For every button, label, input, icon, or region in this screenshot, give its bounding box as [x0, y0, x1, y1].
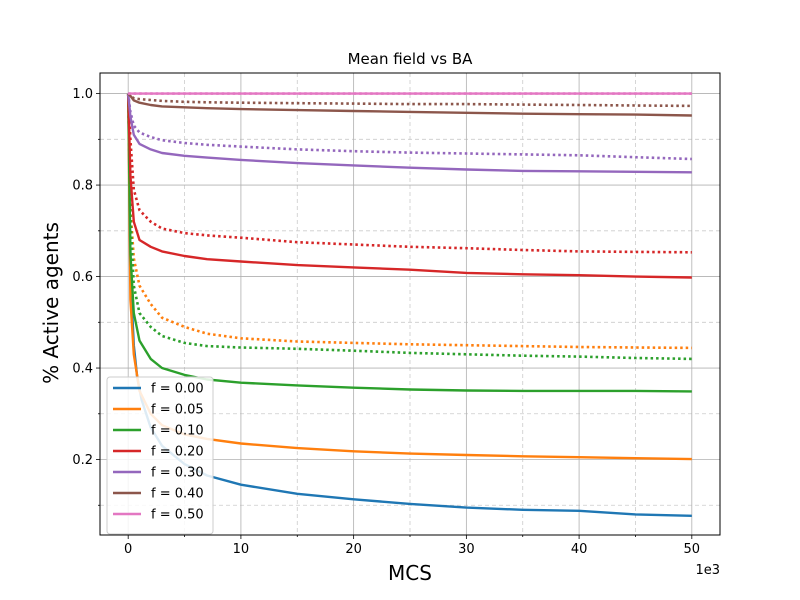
y-tick-label: 1.0: [72, 87, 93, 102]
legend-entry: f = 0.00: [151, 382, 204, 397]
series-line-dotted-f-0-20: [126, 93, 692, 254]
legend: f = 0.00 f = 0.05 f = 0.10 f = 0.20 f = 0.30…: [106, 376, 214, 535]
series-line-f-0-40: [127, 92, 692, 117]
series-line-dotted-f-0-40: [127, 92, 692, 108]
y-axis-label: % Active agents: [39, 222, 63, 384]
ticks: 0 10 20 30 40 50 0.2 0.4 0.6 0.8 1.0: [72, 87, 700, 557]
x-axis-offset-label: 1e3: [695, 563, 720, 578]
series-line-dotted-f-0-10: [126, 93, 692, 361]
x-axis-label: MCS: [388, 561, 432, 585]
legend-entry: f = 0.20: [151, 445, 204, 460]
series-lines: [126, 92, 692, 517]
y-tick-label: 0.2: [72, 453, 93, 468]
legend-entry: f = 0.10: [151, 424, 204, 439]
legend-entry: f = 0.50: [151, 508, 204, 523]
legend-entry: f = 0.40: [151, 487, 204, 502]
series-line-dotted-f-0-30: [126, 93, 692, 161]
x-tick-label: 10: [233, 542, 250, 557]
x-tick-label: 0: [124, 542, 132, 557]
chart-title: Mean field vs BA: [348, 50, 474, 68]
legend-box: [106, 376, 214, 535]
grid: [100, 73, 720, 535]
y-tick-label: 0.4: [72, 362, 93, 377]
series-line-dotted-f-0-05: [126, 93, 692, 350]
series-line-f-0-20: [127, 93, 692, 279]
y-tick-label: 0.6: [72, 270, 93, 285]
series-line-f-0-10: [127, 93, 692, 393]
x-tick-label: 50: [684, 542, 701, 557]
series-line-f-0-30: [127, 93, 692, 174]
x-tick-label: 30: [458, 542, 475, 557]
x-tick-label: 20: [345, 542, 362, 557]
legend-entry: f = 0.30: [151, 466, 204, 481]
x-tick-label: 40: [571, 542, 588, 557]
legend-entry: f = 0.05: [151, 403, 204, 418]
y-tick-label: 0.8: [72, 179, 93, 194]
